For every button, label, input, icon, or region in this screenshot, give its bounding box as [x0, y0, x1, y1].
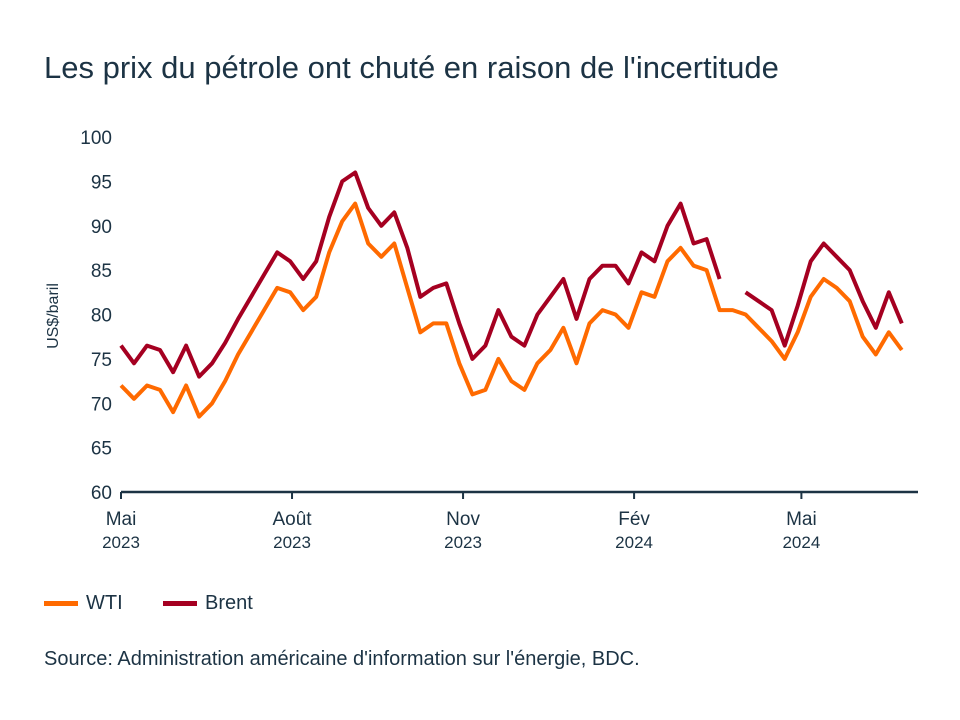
series-line-brent — [119, 170, 904, 379]
y-tick-label: 95 — [91, 172, 112, 193]
x-tick-month: Août — [272, 509, 312, 530]
brent-swatch — [163, 601, 197, 606]
y-axis-label: US$/baril — [45, 283, 62, 349]
x-axis: Mai 2023 Août 2023 Nov 2023 Fév 2024 Mai 2024 — [102, 492, 820, 552]
y-tick-label: 65 — [91, 439, 112, 460]
x-tick-year: 2023 — [273, 533, 311, 552]
wti-swatch — [44, 601, 78, 606]
x-tick-month: Fév — [618, 509, 650, 530]
source-note: Source: Administration américaine d'info… — [44, 648, 640, 670]
plot-area — [119, 170, 904, 419]
x-tick-month: Nov — [446, 509, 480, 530]
legend-item-brent: Brent — [163, 592, 253, 615]
y-tick-label: 100 — [80, 128, 112, 149]
y-axis: 60 65 70 75 80 85 90 95 100 — [80, 128, 112, 504]
series-line-wti — [119, 201, 904, 419]
x-tick-year: 2023 — [444, 533, 482, 552]
x-tick-year: 2024 — [782, 533, 820, 552]
y-tick-label: 70 — [91, 394, 112, 415]
y-tick-label: 85 — [91, 261, 112, 282]
y-tick-label: 90 — [91, 217, 112, 238]
legend-label-wti: WTI — [86, 592, 123, 614]
y-tick-label: 80 — [91, 306, 112, 327]
legend-item-wti: WTI — [44, 592, 123, 615]
x-tick-year: 2024 — [615, 533, 653, 552]
x-tick-month: Mai — [106, 509, 137, 530]
y-tick-label: 60 — [91, 483, 112, 504]
x-tick-month: Mai — [786, 509, 817, 530]
chart-title: Les prix du pétrole ont chuté en raison … — [44, 50, 779, 85]
y-tick-label: 75 — [91, 350, 112, 371]
legend-label-brent: Brent — [205, 592, 253, 614]
x-tick-year: 2023 — [102, 533, 140, 552]
